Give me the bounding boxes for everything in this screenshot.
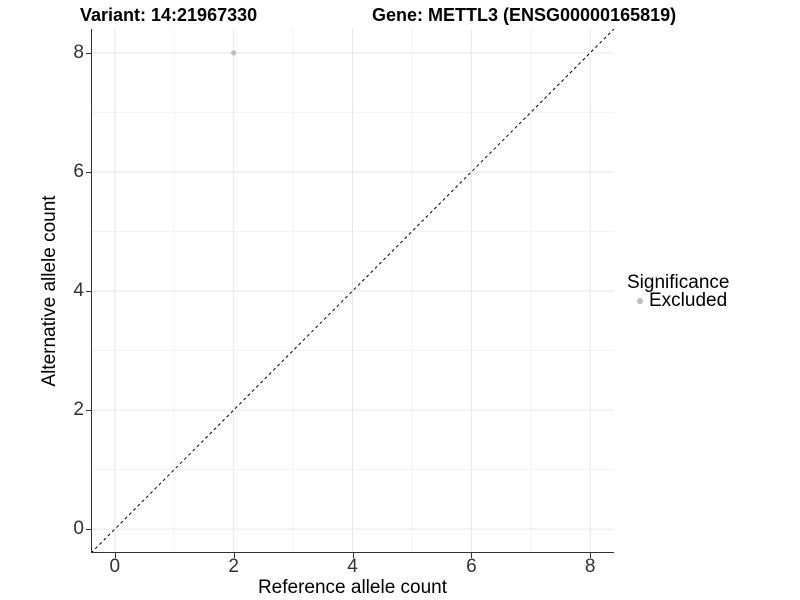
plot-panel — [91, 29, 614, 553]
x-tick — [471, 553, 473, 558]
legend-point-icon — [637, 298, 643, 304]
plot-title-variant: Variant: 14:21967330 — [80, 5, 258, 25]
y-tick — [86, 171, 91, 173]
x-tick — [114, 553, 116, 558]
y-tick-label: 6 — [73, 160, 84, 182]
x-tick-label: 0 — [109, 556, 121, 577]
y-tick-label: 8 — [73, 41, 84, 63]
plot-panel-canvas — [91, 29, 614, 553]
x-tick-label: 4 — [347, 556, 358, 577]
y-tick-label: 0 — [73, 518, 84, 540]
legend-title: Significance — [627, 272, 730, 293]
x-tick — [233, 553, 235, 558]
x-tick — [590, 553, 592, 558]
y-tick-label: 4 — [73, 280, 84, 301]
plot-title-gene: Gene: METTL3 (ENSG00000165819) — [372, 5, 677, 25]
x-tick-label: 8 — [584, 556, 596, 577]
x-axis-title: Reference allele count — [257, 577, 448, 598]
x-tick — [352, 553, 354, 558]
y-tick — [86, 52, 91, 54]
data-point-excluded — [231, 50, 237, 56]
y-tick-label: 2 — [73, 399, 84, 421]
y-tick — [86, 410, 91, 412]
x-tick-label: 2 — [228, 556, 239, 577]
legend-entry-label: Excluded — [649, 290, 728, 311]
y-tick — [86, 291, 91, 292]
x-tick-label: 6 — [466, 556, 477, 577]
y-tick — [86, 529, 91, 531]
